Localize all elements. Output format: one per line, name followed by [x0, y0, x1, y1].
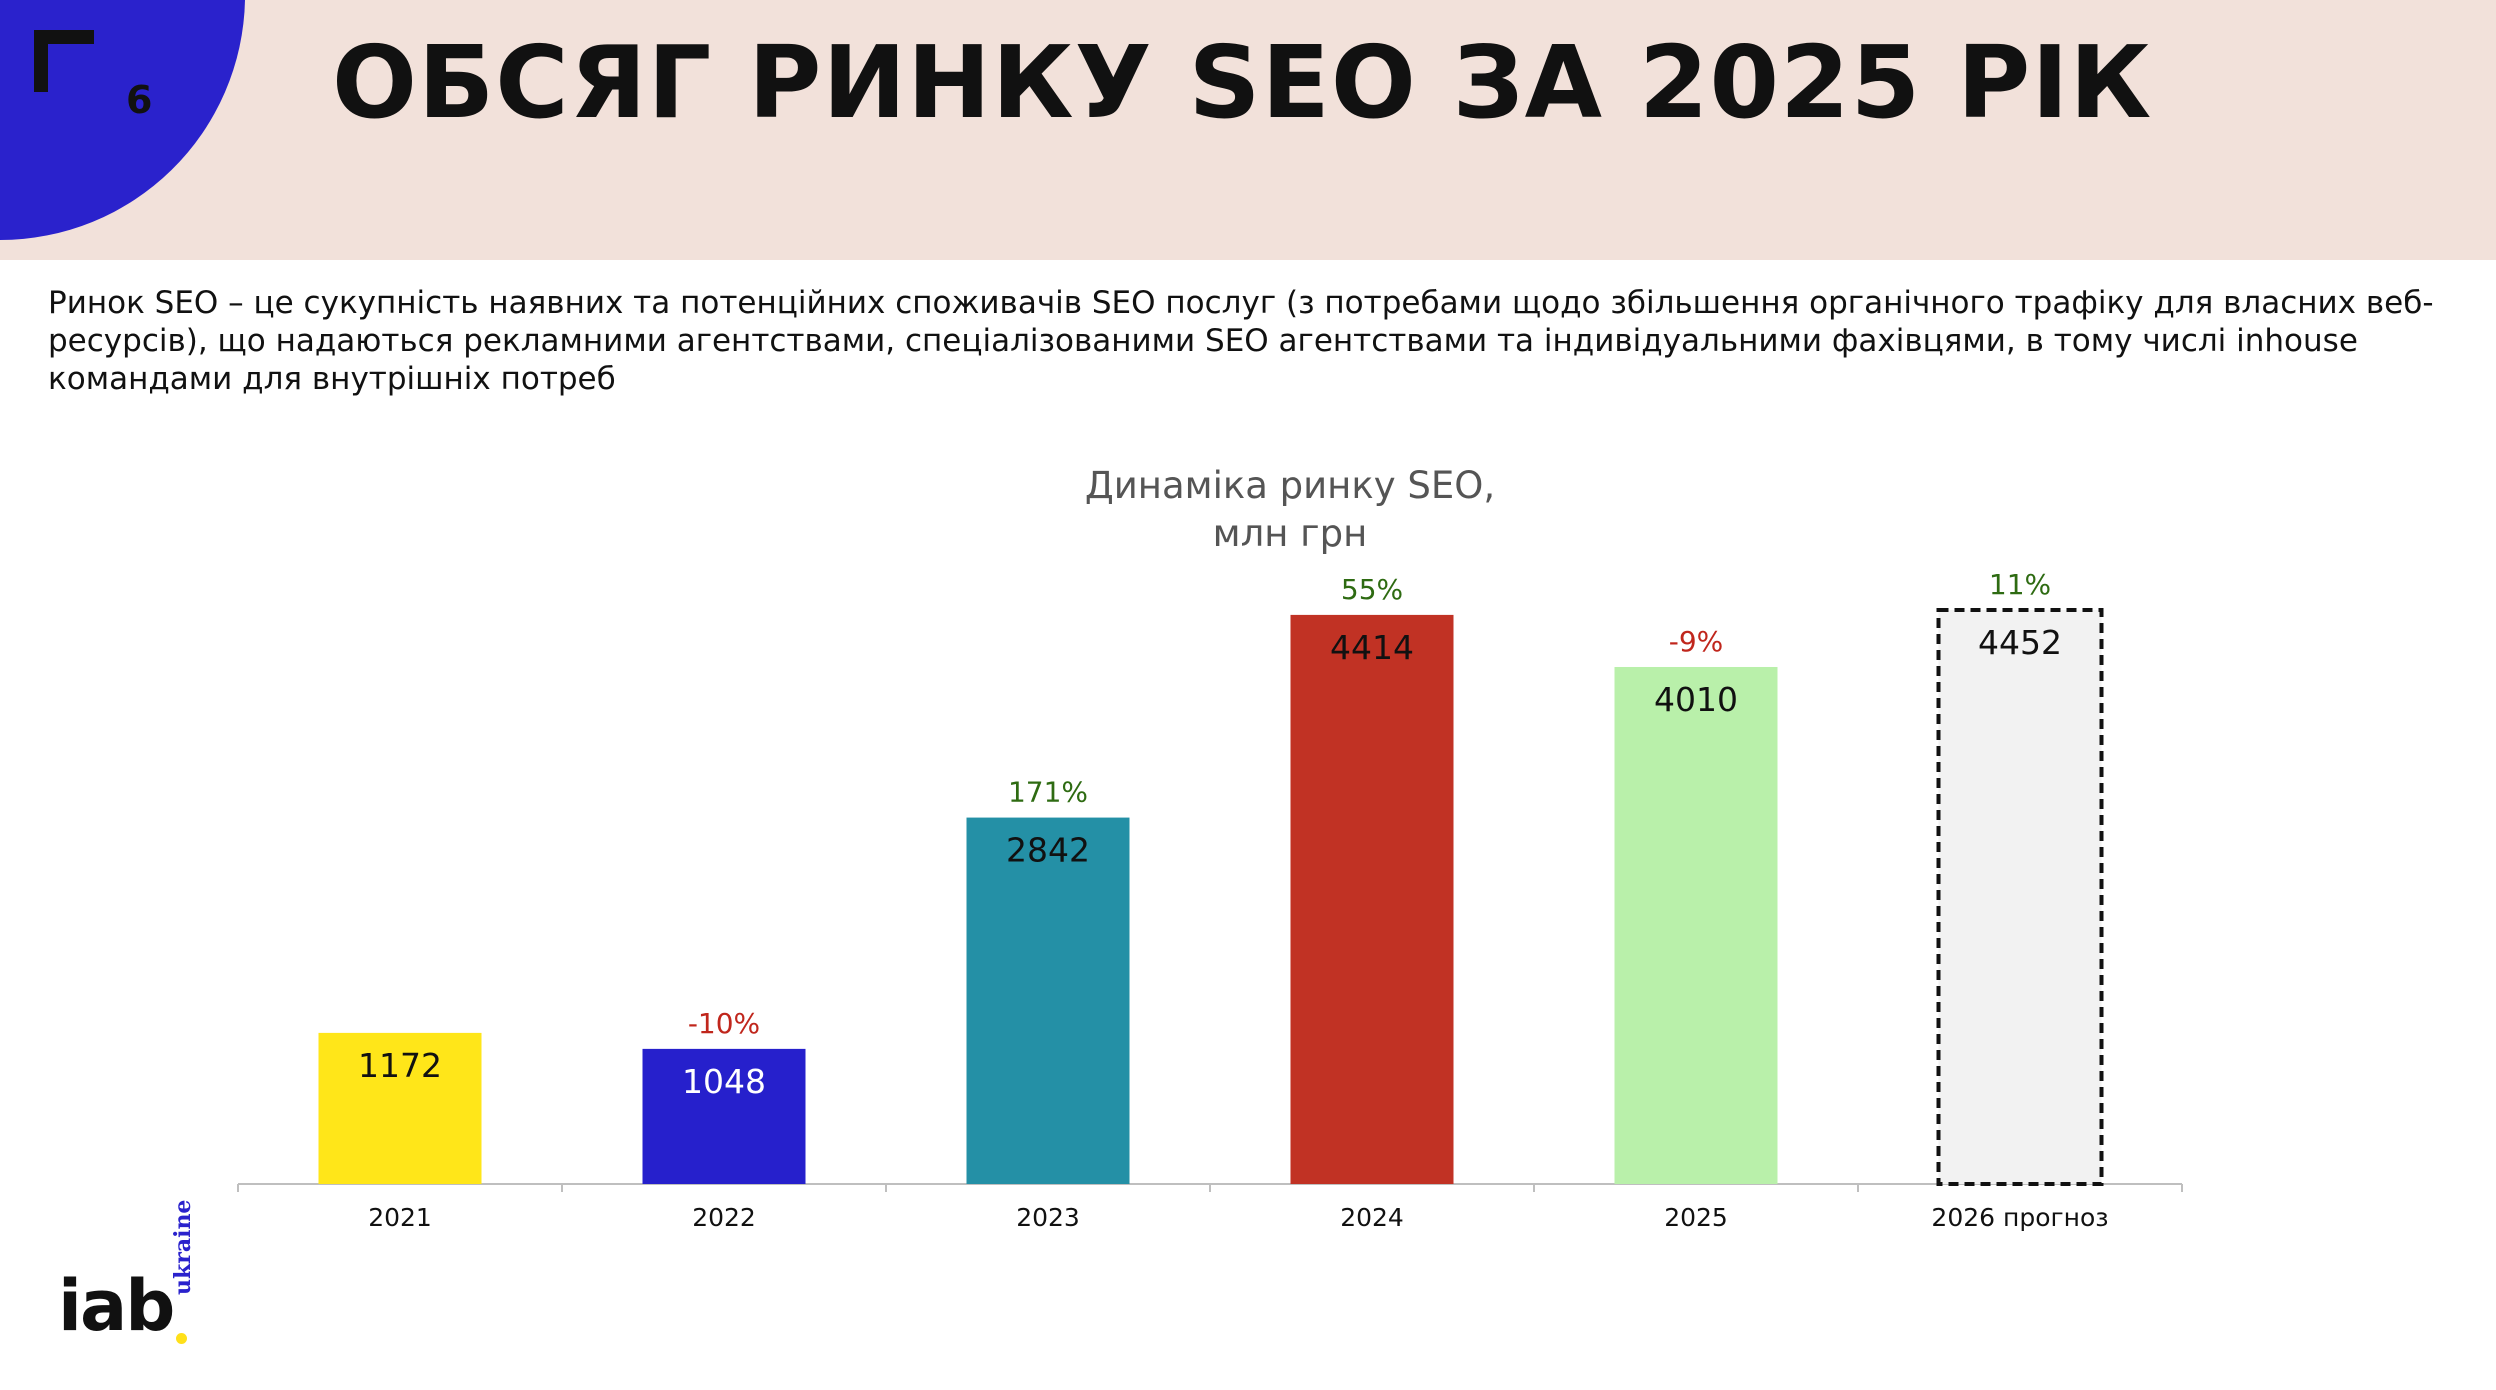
corner-mark-icon [34, 30, 94, 92]
market-definition: Ринок SEO – це сукупність наявних та пот… [48, 285, 2434, 397]
bar-2025 [1614, 666, 1778, 1184]
corner-decoration [0, 0, 250, 240]
growth-label: 11% [1989, 568, 2051, 601]
growth-label: -9% [1669, 625, 1724, 658]
value-label: 1172 [358, 1046, 442, 1085]
growth-label: 55% [1341, 573, 1403, 606]
chart-title-line2: млн грн [1212, 512, 1368, 555]
bar-2026-прогноз [1936, 608, 2104, 1186]
category-label: 2024 [1340, 1203, 1404, 1232]
category-label: 2026 прогноз [1931, 1203, 2108, 1232]
value-label: 4452 [1978, 623, 2062, 662]
growth-label: -10% [688, 1007, 760, 1040]
category-label: 2022 [692, 1203, 756, 1232]
header-band [0, 0, 2496, 260]
value-label: 2842 [1006, 831, 1090, 870]
value-label: 4414 [1330, 628, 1414, 667]
category-label: 2021 [368, 1203, 432, 1232]
logo-main-text: iab [58, 1265, 175, 1347]
growth-label: 171% [1008, 776, 1088, 809]
bar-2021 [318, 1032, 482, 1184]
bar-2024 [1290, 614, 1454, 1184]
logo-sub-text: ukraine [170, 1199, 196, 1295]
value-label: 4010 [1654, 680, 1738, 719]
corner-quarter-circle [0, 0, 245, 240]
page-number: 6 [126, 78, 153, 122]
category-label: 2023 [1016, 1203, 1080, 1232]
page-title: ОБСЯГ РИНКУ SEO ЗА 2025 РІК [332, 24, 2153, 141]
iab-ukraine-logo: iab ukraine [58, 1200, 228, 1375]
bar-2022 [642, 1048, 806, 1184]
bar-2023 [966, 817, 1130, 1184]
chart-title-line1: Динаміка ринку SEO, [1084, 464, 1496, 507]
category-label: 2025 [1664, 1203, 1728, 1232]
chart-title: Динаміка ринку SEO, млн грн [1000, 462, 1580, 558]
logo-dot [176, 1333, 187, 1344]
value-label: 1048 [682, 1062, 766, 1101]
